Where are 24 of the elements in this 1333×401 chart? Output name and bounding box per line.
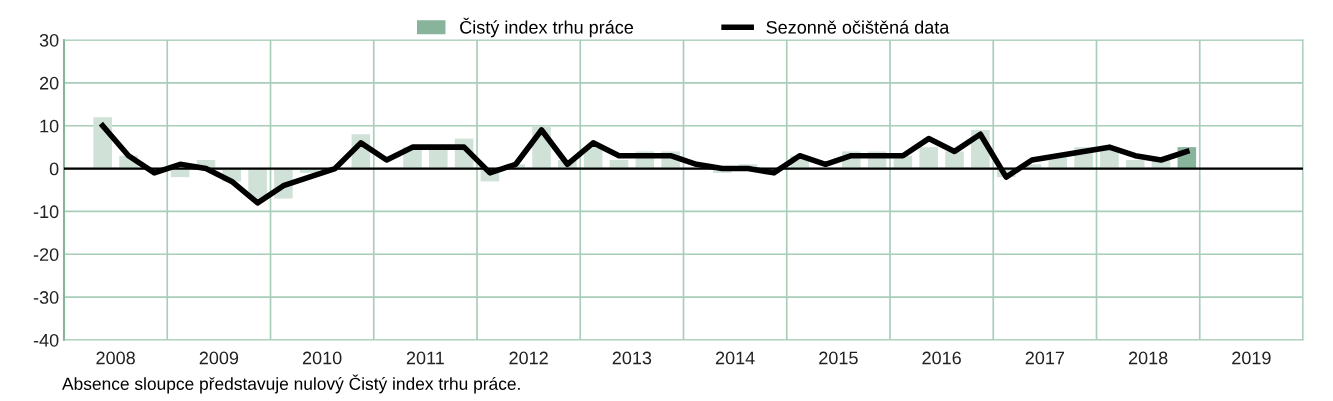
x-tick-label: 2011 — [406, 351, 444, 365]
x-tick-label: 2015 — [819, 351, 858, 365]
y-tick-label: -10 — [33, 205, 59, 219]
text: Absence sloupce představuje nulový Čistý index trhu práce. — [62, 374, 520, 394]
legend-label: Čistý index trhu práce — [460, 17, 634, 38]
x-tick-label: 2009 — [199, 351, 239, 365]
bar — [919, 147, 939, 169]
x-tick-label: 2012 — [509, 351, 548, 365]
y-tick-label: 10 — [40, 119, 59, 133]
x-tick-label: 2013 — [612, 351, 652, 365]
x-tick-label: 2008 — [96, 351, 135, 365]
y-tick-label: -30 — [33, 291, 59, 304]
x-tick-label: 2016 — [922, 351, 961, 365]
x-tick-label: 2019 — [1232, 351, 1271, 365]
x-tick-label: 2018 — [1128, 351, 1168, 365]
y-tick-label: 0 — [49, 162, 59, 176]
x-tick-label: 2010 — [302, 351, 342, 365]
x-tick-label: 2017 — [1025, 351, 1065, 365]
y-tick-label: 20 — [39, 76, 59, 90]
legend-label: Sezonně očištěná data — [766, 20, 950, 34]
y-tick-label: -40 — [33, 333, 59, 347]
y-tick-label: -20 — [33, 248, 59, 262]
y-tick-label: 30 — [39, 33, 59, 47]
x-tick-label: 2014 — [715, 351, 755, 365]
